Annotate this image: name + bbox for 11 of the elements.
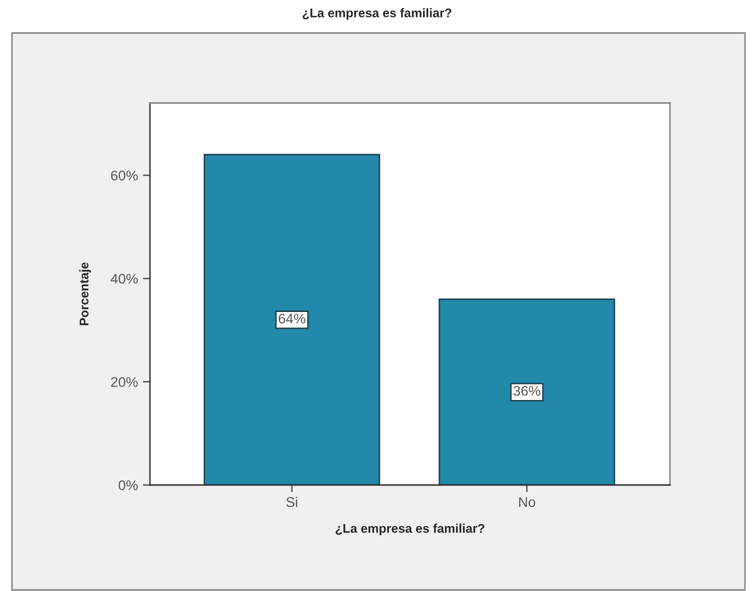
- y-tick-label: 40%: [110, 274, 138, 284]
- x-tick-label: No: [519, 497, 536, 508]
- y-axis-title: Porcentaje: [79, 262, 91, 326]
- y-tick-label: 0%: [118, 480, 138, 490]
- x-tick-label: Si: [286, 496, 298, 508]
- chart-title: ¿La empresa es familiar?: [302, 8, 452, 20]
- data-label: 36%: [514, 386, 540, 396]
- y-tick-label: 20%: [111, 377, 138, 387]
- y-tick-label: 60%: [111, 170, 138, 180]
- x-axis-title: ¿La empresa es familiar?: [336, 524, 484, 536]
- data-label: 64%: [278, 314, 306, 324]
